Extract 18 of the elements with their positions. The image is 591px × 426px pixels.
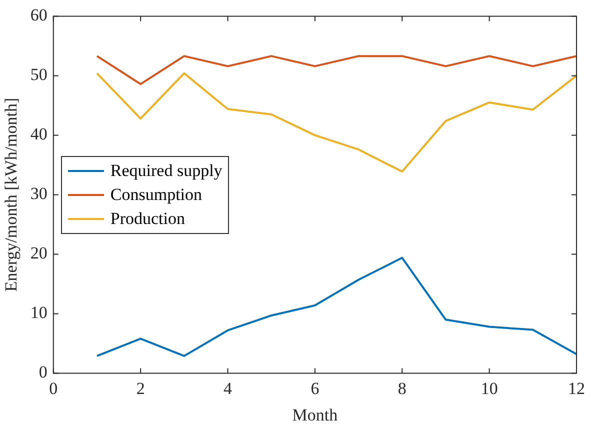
- legend-label: Consumption: [110, 184, 202, 205]
- y-axis-title: Energy/month [kWh/month]: [2, 98, 21, 292]
- legend-label: Required supply: [110, 160, 222, 181]
- y-tick-label: 50: [30, 65, 48, 84]
- x-tick-label: 10: [480, 378, 498, 398]
- y-tick-label: 40: [30, 124, 48, 144]
- x-tick-label: 8: [398, 378, 406, 398]
- y-tick-label: 0: [38, 362, 48, 382]
- y-tick-label: 60: [30, 6, 48, 25]
- x-tick-label: 4: [224, 378, 233, 398]
- x-tick-label: 2: [136, 378, 145, 398]
- x-axis-title: Month: [292, 405, 338, 424]
- x-tick-label: 12: [568, 378, 585, 398]
- legend-label: Production: [110, 208, 185, 229]
- y-tick-label: 30: [30, 184, 48, 204]
- y-tick-label: 10: [30, 303, 48, 322]
- x-tick-label: 6: [310, 378, 320, 398]
- y-tick-label: 20: [30, 244, 48, 263]
